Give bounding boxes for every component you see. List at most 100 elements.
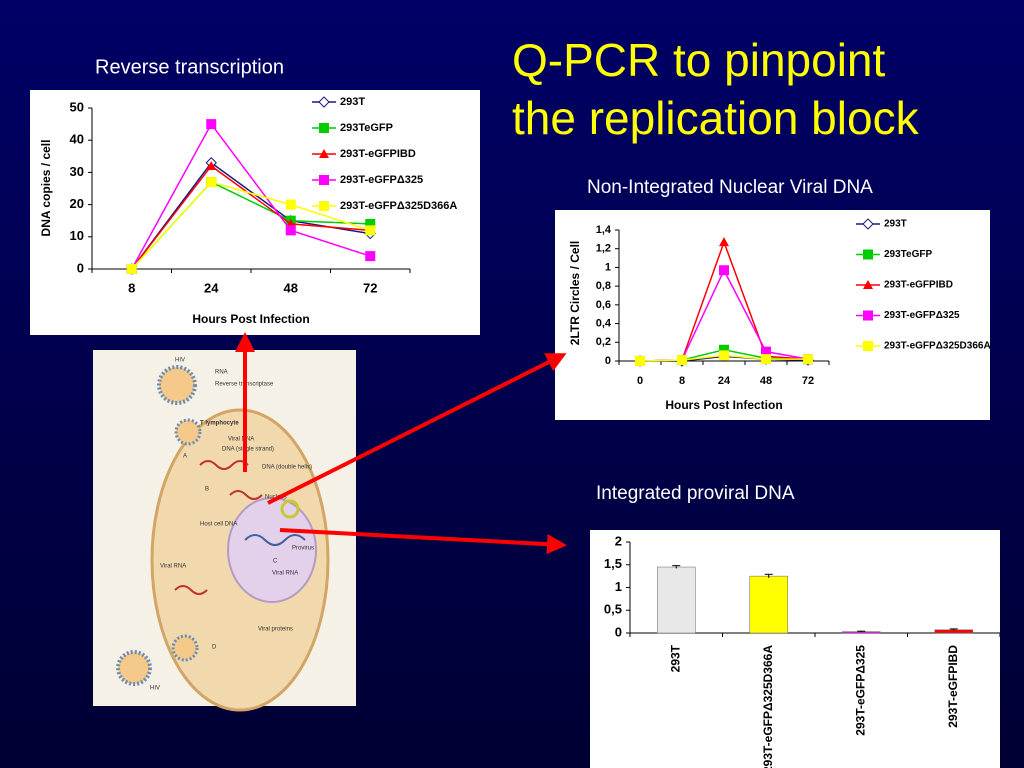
y-tick-label: 1,2 <box>596 243 611 255</box>
y-tick-label: 2 <box>615 533 622 548</box>
data-point <box>126 264 137 274</box>
viral-dna <box>199 460 249 470</box>
y-tick-label: 0,2 <box>596 336 611 348</box>
y-tick-label: 0,5 <box>604 602 622 617</box>
x-tick-label: 72 <box>363 280 377 295</box>
chart-title: Reverse transcription <box>95 56 284 78</box>
nucleus <box>227 497 317 603</box>
pore <box>280 499 300 519</box>
step-label: A <box>183 454 187 460</box>
x-tick-label: 293T <box>668 644 682 672</box>
chart-background <box>590 530 1000 768</box>
y-tick-label: 0,6 <box>596 299 611 311</box>
data-point <box>206 160 217 170</box>
data-point <box>635 356 645 366</box>
virion <box>116 650 152 686</box>
legend-label: 293TeGFP <box>884 249 932 260</box>
bar <box>749 575 788 634</box>
chart-title: Non-Integrated Nuclear Viral DNA <box>587 177 873 198</box>
data-point <box>365 251 376 262</box>
y-axis-label: 2LTR Circles / Cell <box>568 241 582 345</box>
legend-label: 293T-eGFPΔ325 <box>340 174 423 186</box>
legend-marker <box>319 175 329 185</box>
x-tick-label: 72 <box>802 375 814 387</box>
dna <box>229 490 263 500</box>
legend-label: 293T <box>884 219 907 230</box>
step-label: B <box>205 487 209 493</box>
diagram-label: HIV <box>150 686 160 692</box>
virion <box>171 634 199 662</box>
viral-rna <box>174 585 208 595</box>
y-tick-label: 0,8 <box>596 280 611 292</box>
series-line <box>131 122 371 270</box>
step-label: D <box>212 645 217 651</box>
slide-title: Q-PCR to pinpoint <box>512 34 885 86</box>
y-tick-label: 1 <box>605 261 611 273</box>
legend-label: 293T-eGFPΔ325 <box>884 310 960 321</box>
x-tick-label: 24 <box>718 375 731 387</box>
series-line <box>131 181 371 270</box>
y-tick-label: 1,4 <box>596 224 612 236</box>
legend-marker <box>863 341 873 351</box>
x-tick-label: 0 <box>637 375 643 387</box>
x-tick-label: 293T-eGFPΔ325D366A <box>761 645 775 768</box>
x-tick-label: 8 <box>679 375 685 387</box>
legend-label: 293T-eGFPIBD <box>884 280 953 291</box>
data-point <box>285 199 296 210</box>
bar <box>657 566 696 634</box>
data-point <box>761 354 771 365</box>
legend-marker <box>863 310 873 321</box>
diagram: HIV RNA Reverse transcriptase T lymphocy… <box>93 350 356 712</box>
chart-title: Integrated proviral DNA <box>596 483 795 504</box>
legend-marker <box>319 123 329 133</box>
legend-marker <box>318 96 330 108</box>
x-axis-label: Hours Post Infection <box>192 312 309 326</box>
diagram-label: DNA (double helix) <box>262 465 312 471</box>
legend-label: 293T <box>340 96 365 108</box>
x-tick-label: 293T-eGFPΔ325 <box>853 645 867 736</box>
slide-title: the replication block <box>512 92 920 144</box>
legend-label: 293T-eGFPΔ325D366A <box>340 200 457 212</box>
y-tick-label: 0 <box>77 260 84 275</box>
y-axis-label: DNA copies / cell <box>39 140 53 237</box>
data-point <box>719 350 729 361</box>
host-dna <box>244 534 306 546</box>
data-point <box>719 344 729 355</box>
x-tick-label: 8 <box>128 280 135 295</box>
diagram-label: Viral proteins <box>258 627 293 633</box>
x-tick-label: 24 <box>204 280 219 295</box>
diagram-label: HIV <box>175 358 185 364</box>
y-tick-label: 10 <box>70 228 84 243</box>
diagram-label: Viral DNA <box>228 437 254 443</box>
legend-marker <box>863 280 873 289</box>
y-tick-label: 1,5 <box>604 556 622 571</box>
y-tick-label: 0 <box>615 624 622 639</box>
y-tick-label: 20 <box>70 196 84 211</box>
legend-label: 293TeGFP <box>340 122 393 134</box>
legend-marker <box>319 149 329 158</box>
y-tick-label: 50 <box>70 99 84 114</box>
arrow <box>279 528 567 555</box>
y-tick-label: 40 <box>70 132 84 147</box>
x-tick-label: 48 <box>760 375 772 387</box>
diagram-label: Provirus <box>292 546 314 552</box>
legend-label: 293T-eGFPΔ325D366A <box>884 341 991 352</box>
y-tick-label: 30 <box>70 164 84 179</box>
legend-marker <box>862 218 874 230</box>
data-point <box>761 346 771 357</box>
data-point <box>719 237 729 247</box>
step-label: C <box>273 559 278 565</box>
diagram-label: DNA (single strand) <box>222 447 274 453</box>
chart-background <box>555 210 990 420</box>
data-point <box>719 265 729 276</box>
data-point <box>285 225 296 236</box>
legend-marker <box>863 249 873 260</box>
data-point <box>365 225 376 236</box>
diagram-label: Viral RNA <box>160 564 186 570</box>
data-point <box>365 218 376 229</box>
diagram-label: Host cell DNA <box>200 522 237 528</box>
virion <box>157 365 197 405</box>
diagram-label: T lymphocyte <box>200 421 239 427</box>
y-tick-label: 0,4 <box>596 317 612 329</box>
